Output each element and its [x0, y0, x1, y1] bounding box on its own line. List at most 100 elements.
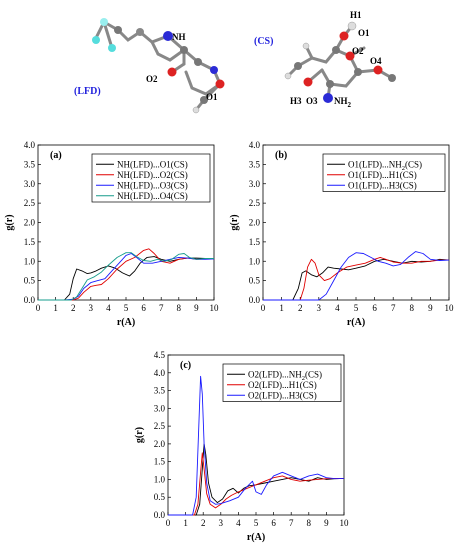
series-line-2	[38, 248, 215, 301]
legend-box	[91, 153, 211, 203]
y-tick-label: 3.0	[249, 179, 261, 189]
chart-panel-a: 0 1 2 3 4 5 6 7 8 9 10 0.0 0.5 1.0 1.5 2.0 2.5 3.0 3.5 4.0 r…	[4, 140, 219, 328]
x-axis-label: r(A)	[247, 532, 265, 543]
chart-panel-b: 0 1 2 3 4 5 6 7 8 9 10 0.0 0.5 1.0 1.5 2.0 2.5 3.0 3.5 4.0 r…	[229, 140, 454, 328]
x-tick-label: 9	[428, 303, 433, 313]
legend-entry: O1(LFD)...H1(CS)	[348, 170, 417, 180]
y-tick-label: 2.5	[154, 421, 166, 431]
y-tick-label: 2.5	[249, 198, 261, 208]
x-tick-label: 1	[53, 303, 58, 313]
x-tick-label: 9	[194, 303, 199, 313]
legend-entry: O2(LFD)...H3(CS)	[248, 390, 317, 400]
series-line-2	[263, 256, 449, 301]
cs-molecule-drawing	[284, 21, 396, 103]
legend-entry: O1(LFD)...NH2(CS)	[348, 159, 422, 172]
x-tick-label: 6	[372, 303, 377, 313]
y-tick-label: 1.0	[24, 256, 36, 266]
y-tick-label: 2.0	[249, 218, 261, 228]
x-tick-label: 3	[89, 303, 94, 313]
y-tick-label: 3.5	[249, 159, 261, 169]
y-tick-label: 3.0	[154, 403, 166, 413]
y-tick-label: 1.5	[24, 237, 36, 247]
lfd-atom-o2: O2	[146, 74, 158, 84]
series-line-3	[38, 253, 215, 301]
lfd-molecule-drawing	[92, 18, 225, 114]
legend-entry: NH(LFD)...O4(CS)	[117, 191, 188, 201]
legend-entry: NH(LFD)...O3(CS)	[117, 180, 188, 190]
lfd-atom-nh: NH	[172, 32, 186, 42]
series-line-3	[263, 251, 450, 301]
y-tick-label: 0.0	[249, 295, 261, 305]
y-tick-label: 4.0	[154, 368, 166, 378]
y-tick-label: 2.0	[24, 218, 36, 228]
cs-atom-o4: O4	[370, 56, 382, 66]
y-tick-label: 3.0	[24, 179, 36, 189]
x-tick-label: 4	[106, 303, 111, 313]
cs-atom-o3: O3	[306, 96, 318, 106]
y-tick-label: 2.0	[154, 439, 166, 449]
y-tick-label: 1.0	[249, 256, 261, 266]
y-tick-label: 3.5	[24, 159, 36, 169]
y-tick-label: 0.0	[154, 510, 166, 520]
x-tick-label: 4	[236, 518, 241, 528]
x-tick-label: 3	[317, 303, 322, 313]
x-tick-label: 5	[254, 518, 259, 528]
y-tick-label: 3.5	[154, 386, 166, 396]
legend-entry: NH(LFD)...O2(CS)	[117, 170, 188, 180]
x-tick-label: 0	[261, 303, 266, 313]
series-line-2	[168, 452, 344, 516]
legend-entry: O2(LFD)...H1(CS)	[248, 380, 317, 390]
y-tick-label: 4.5	[154, 350, 166, 360]
x-tick-label: 2	[71, 303, 76, 313]
x-tick-label: 7	[289, 518, 294, 528]
x-tick-label: 7	[159, 303, 164, 313]
x-tick-label: 6	[141, 303, 146, 313]
lfd-atom-o1: O1	[206, 92, 218, 102]
x-tick-label: 6	[271, 518, 276, 528]
cs-atom-h1: H1	[350, 10, 362, 20]
legend-entry: O1(LFD)...H3(CS)	[348, 180, 417, 190]
y-tick-label: 0.5	[154, 492, 166, 502]
y-tick-label: 1.5	[154, 457, 166, 467]
x-tick-label: 9	[324, 518, 329, 528]
y-axis-label: g(r)	[134, 427, 145, 443]
x-tick-label: 10	[210, 303, 220, 313]
x-tick-label: 8	[307, 518, 312, 528]
cs-molecule-label: (CS)	[254, 36, 273, 47]
y-axis-label: g(r)	[229, 214, 240, 230]
series-line-1	[38, 256, 214, 301]
legend-entry: O2(LFD)...NH2(CS)	[248, 369, 322, 382]
x-tick-label: 3	[219, 518, 224, 528]
x-tick-label: 1	[279, 303, 284, 313]
y-tick-label: 2.5	[24, 198, 36, 208]
panel-label: (b)	[275, 150, 287, 161]
x-tick-label: 10	[340, 518, 350, 528]
cs-atom-nh: NH2	[334, 96, 352, 109]
cs-atom-o2: O2	[352, 46, 364, 56]
y-tick-label: 1.0	[154, 474, 166, 484]
y-tick-label: 4.0	[24, 140, 36, 150]
cs-atom-o1: O1	[358, 28, 370, 38]
legend-entry: NH(LFD)...O1(CS)	[117, 159, 188, 169]
y-tick-label: 0.0	[24, 295, 36, 305]
x-tick-label: 8	[410, 303, 415, 313]
x-tick-label: 0	[36, 303, 41, 313]
x-tick-label: 0	[166, 518, 171, 528]
y-tick-label: 1.5	[249, 237, 261, 247]
x-tick-label: 10	[445, 303, 455, 313]
y-axis-label: g(r)	[4, 214, 15, 230]
x-tick-label: 5	[124, 303, 129, 313]
x-tick-label: 2	[298, 303, 303, 313]
x-tick-label: 5	[354, 303, 359, 313]
panel-label: (a)	[50, 150, 62, 161]
x-axis-label: r(A)	[347, 317, 365, 328]
chart-panel-c: 0 1 2 3 4 5 6 7 8 9 10 0.0 0.5 1.0 1.5 2.0 2.5 3.0 3.5 4.0 4…	[134, 350, 349, 543]
x-axis-label: r(A)	[117, 317, 135, 328]
x-tick-label: 1	[183, 518, 188, 528]
series-line-4	[38, 252, 214, 301]
x-tick-label: 2	[201, 518, 206, 528]
x-tick-label: 8	[177, 303, 182, 313]
lfd-molecule-label: (LFD)	[74, 86, 101, 97]
y-tick-label: 4.0	[249, 140, 261, 150]
